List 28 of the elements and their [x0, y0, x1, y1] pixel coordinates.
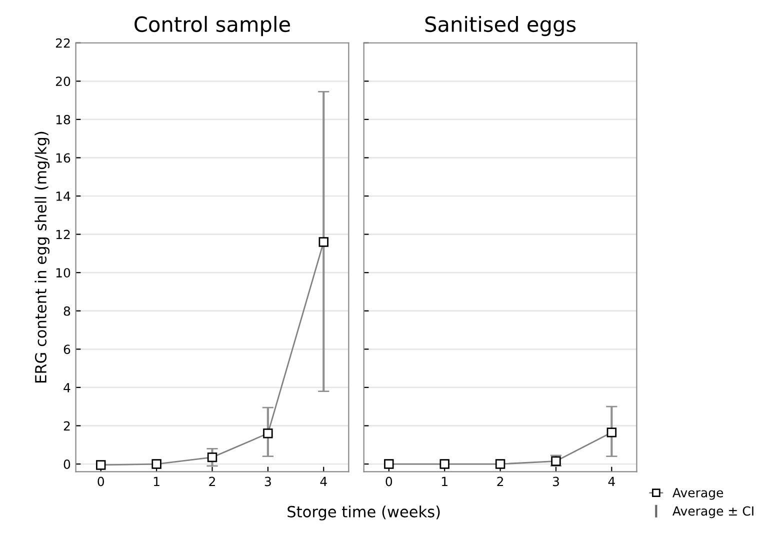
y-tick-label: 18 — [56, 114, 70, 124]
x-tick-label: 1 — [154, 476, 160, 486]
x-tick-label: 3 — [264, 476, 271, 486]
legend-label: Average — [672, 488, 724, 500]
x-tick-label: 0 — [386, 476, 392, 486]
chart-title: Sanitised eggs — [425, 16, 576, 36]
chart-title: Control sample — [134, 16, 290, 36]
y-tick-label: 0 — [64, 459, 70, 469]
y-tick-label: 10 — [56, 268, 70, 278]
y-tick-label: 22 — [56, 38, 70, 48]
x-tick-label: 4 — [320, 476, 327, 486]
y-tick-label: 6 — [64, 344, 70, 354]
x-axis-title: Storge time (weeks) — [288, 506, 440, 520]
y-axis-title: ERG content in egg shell (mg/kg) — [34, 132, 50, 382]
y-tick-label: 4 — [64, 383, 70, 392]
x-tick-label: 4 — [608, 476, 615, 486]
y-tick-label: 8 — [64, 306, 70, 316]
y-tick-label: 20 — [56, 76, 70, 86]
x-tick-label: 2 — [209, 476, 215, 486]
x-tick-label: 1 — [442, 476, 448, 486]
x-tick-label: 2 — [497, 476, 504, 486]
y-tick-label: 16 — [56, 153, 70, 163]
x-tick-label: 0 — [98, 476, 104, 486]
y-tick-label: 2 — [64, 421, 70, 430]
text: Average ± CI — [672, 506, 754, 518]
y-tick-label: 14 — [56, 192, 70, 201]
y-tick-label: 12 — [56, 230, 70, 240]
x-tick-label: 3 — [552, 476, 559, 486]
